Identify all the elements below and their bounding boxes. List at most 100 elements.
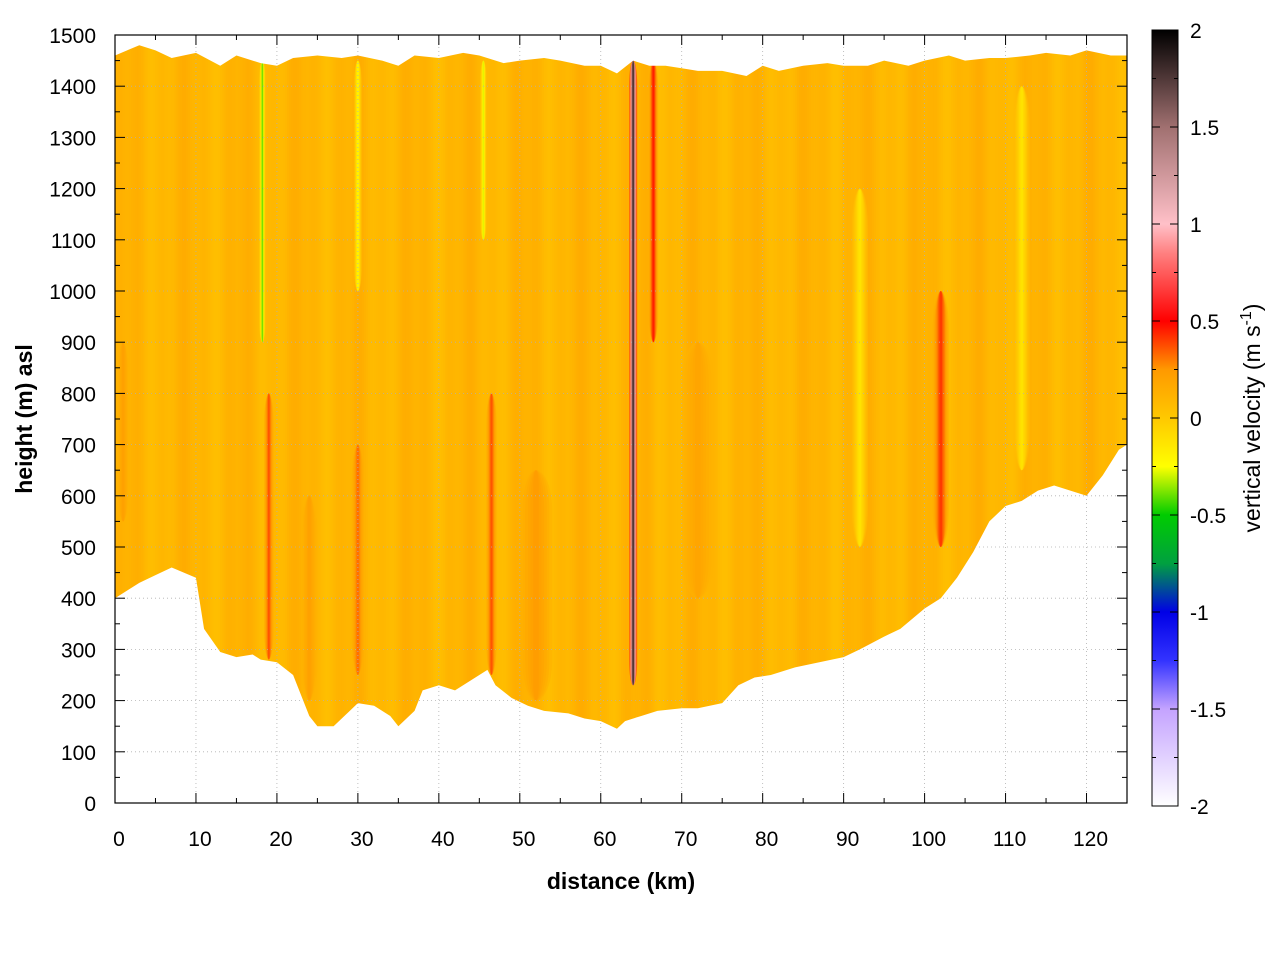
heatmap-column	[637, 35, 640, 803]
heatmap-column	[222, 35, 225, 803]
heatmap-column	[256, 35, 260, 803]
heatmap-column	[606, 35, 610, 803]
heatmap-column	[995, 35, 999, 803]
heatmap-column	[924, 35, 928, 803]
heatmap-column	[542, 35, 545, 803]
heatmap-column	[280, 35, 284, 803]
y-tick-label: 100	[61, 742, 96, 765]
x-axis-title: distance (km)	[547, 868, 695, 894]
heatmap-column	[1044, 35, 1047, 803]
heatmap-column	[432, 35, 436, 803]
heatmap-column	[323, 35, 327, 803]
heatmap-column	[649, 35, 652, 803]
x-tick-label: 120	[1073, 828, 1108, 851]
heatmap-column	[965, 35, 968, 803]
heatmap-column	[546, 35, 549, 803]
heatmap-feature	[482, 60, 484, 240]
heatmap-column	[368, 35, 371, 803]
heatmap-column	[963, 35, 966, 803]
heatmap-column	[608, 35, 612, 803]
heatmap-column	[398, 35, 401, 803]
heatmap-column	[616, 35, 620, 803]
heatmap-column	[240, 35, 244, 803]
colorbar-title-main: vertical velocity (m s	[1239, 325, 1265, 532]
heatmap-column	[612, 35, 616, 803]
heatmap-column	[155, 35, 159, 803]
heatmap-column	[295, 35, 298, 803]
heatmap-column	[663, 35, 667, 803]
heatmap-column	[351, 35, 355, 803]
heatmap-column	[446, 35, 450, 803]
heatmap-column	[948, 35, 952, 803]
heatmap-column	[370, 35, 373, 803]
heatmap-column	[1033, 35, 1037, 803]
heatmap-column	[954, 35, 958, 803]
heatmap-column	[568, 35, 571, 803]
heatmap-column	[459, 35, 462, 803]
heatmap-column	[204, 35, 207, 803]
heatmap-column	[244, 35, 248, 803]
x-tick-label: 80	[755, 828, 778, 851]
heatmap-column	[1072, 35, 1075, 803]
heatmap-column	[212, 35, 215, 803]
heatmap-column	[801, 35, 804, 803]
heatmap-column	[165, 35, 169, 803]
heatmap-column	[776, 35, 780, 803]
heatmap-column	[276, 35, 280, 803]
heatmap-feature	[307, 495, 311, 701]
heatmap-feature	[268, 393, 270, 660]
heatmap-column	[533, 35, 537, 803]
colorbar-tick-label: -1	[1190, 602, 1209, 625]
heatmap-column	[671, 35, 675, 803]
heatmap-column	[161, 35, 165, 803]
heatmap-column	[811, 35, 814, 803]
heatmap-column	[248, 35, 252, 803]
heatmap-column	[914, 35, 918, 803]
heatmap-cells	[115, 35, 1127, 803]
heatmap-column	[918, 35, 922, 803]
heatmap-column	[987, 35, 990, 803]
heatmap-column	[521, 35, 525, 803]
heatmap-column	[167, 35, 171, 803]
heatmap-column	[920, 35, 924, 803]
heatmap-column	[730, 35, 733, 803]
heatmap-column	[291, 35, 294, 803]
heatmap-column	[333, 35, 337, 803]
heatmap-column	[772, 35, 776, 803]
heatmap-column	[540, 35, 543, 803]
heatmap-column	[297, 35, 300, 803]
heatmap-column	[639, 35, 642, 803]
heatmap-column	[473, 35, 476, 803]
heatmap-column	[353, 35, 357, 803]
heatmap-column	[841, 35, 845, 803]
heatmap-column	[448, 35, 452, 803]
heatmap-column	[981, 35, 984, 803]
heatmap-column	[580, 35, 584, 803]
heatmap-column	[930, 35, 934, 803]
heatmap-column	[195, 35, 199, 803]
x-axis: 0 10 20 30 40 50 60 70 80 90 100 110 120	[113, 35, 1108, 851]
heatmap-column	[471, 35, 474, 803]
heatmap-column	[538, 35, 541, 803]
heatmap-column	[809, 35, 812, 803]
heatmap-column	[396, 35, 399, 803]
heatmap-column	[274, 35, 278, 803]
heatmap-column	[282, 35, 286, 803]
heatmap-column	[880, 35, 883, 803]
heatmap-column	[661, 35, 665, 803]
heatmap-column	[321, 35, 325, 803]
heatmap-column	[550, 35, 553, 803]
y-tick-label: 400	[61, 588, 96, 611]
heatmap-column	[376, 35, 379, 803]
heatmap-column	[985, 35, 988, 803]
heatmap-column	[517, 35, 521, 803]
heatmap-column	[420, 35, 424, 803]
heatmap-column	[137, 35, 140, 803]
colorbar-tick-label: 1	[1190, 214, 1202, 237]
heatmap-column	[774, 35, 778, 803]
heatmap-column	[477, 35, 480, 803]
heatmap-column	[153, 35, 157, 803]
heatmap-column	[890, 35, 893, 803]
heatmap-column	[206, 35, 209, 803]
heatmap-column	[1084, 35, 1088, 803]
